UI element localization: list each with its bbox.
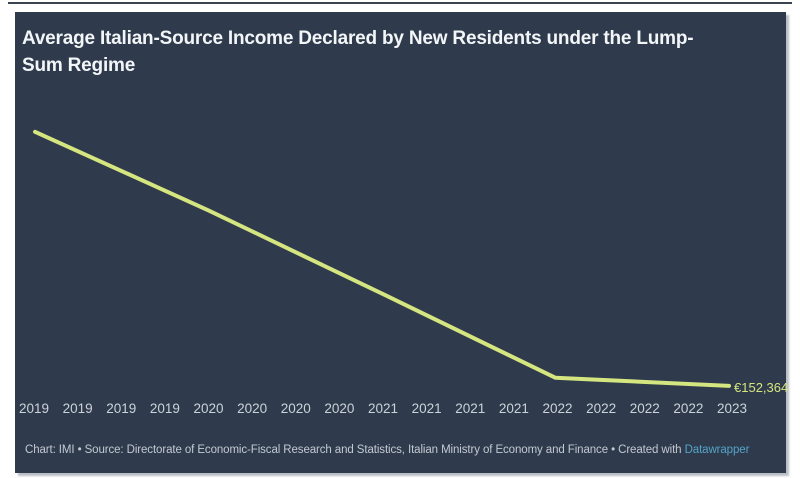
x-axis: 2019 2019 2019 2019 2020 2020 2020 2020 2021 2021…	[16, 401, 750, 417]
x-tick-label: 2023	[716, 401, 748, 416]
chart-footer: Chart: IMI • Source: Directorate of Econ…	[25, 443, 780, 457]
x-tick-label: 2022	[542, 401, 573, 416]
chart-title: Average Italian-Source Income Declared b…	[22, 28, 694, 76]
top-rule	[8, 2, 792, 4]
x-tick-label: 2021	[411, 401, 442, 416]
x-tick-label: 2022	[673, 401, 704, 416]
last-value-label: €152,364	[734, 380, 789, 395]
x-tick-label: 2019	[18, 401, 50, 416]
datawrapper-link[interactable]: Datawrapper	[684, 444, 750, 456]
x-tick-label: 2020	[193, 401, 224, 416]
x-tick-label: 2019	[106, 401, 137, 416]
x-tick-label: 2020	[237, 401, 268, 416]
x-tick-label: 2021	[367, 401, 399, 416]
chart-card: Average Italian-Source Income Declared b…	[15, 12, 789, 473]
x-tick-label: 2021	[498, 401, 529, 416]
footer-text: Chart: IMI • Source: Directorate of Econ…	[25, 444, 685, 456]
x-tick-label: 2021	[455, 401, 486, 416]
x-tick-label: 2020	[280, 401, 311, 416]
income-line	[33, 129, 731, 388]
x-tick-label: 2022	[629, 401, 660, 416]
x-tick-label: 2022	[586, 401, 617, 416]
income-line-chart	[33, 129, 731, 388]
x-tick-label: 2019	[149, 401, 180, 416]
x-tick-label: 2020	[324, 401, 355, 416]
x-tick-label: 2019	[62, 401, 93, 416]
